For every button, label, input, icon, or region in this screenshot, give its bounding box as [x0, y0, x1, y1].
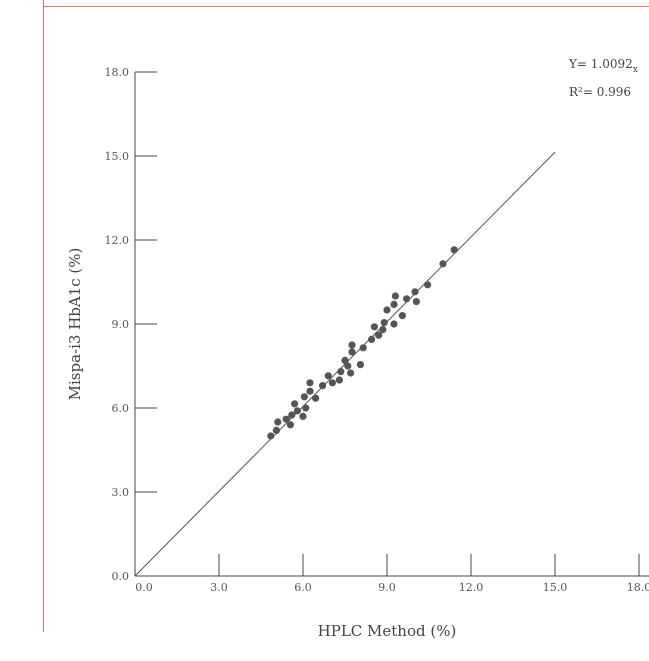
data-point	[291, 400, 299, 408]
data-point	[306, 379, 314, 387]
x-tick-label: 15.0	[543, 581, 568, 594]
data-point	[337, 368, 345, 376]
data-point	[347, 369, 355, 377]
data-point	[335, 376, 343, 384]
data-point	[383, 306, 391, 314]
data-point	[379, 326, 387, 334]
y-tick-label: 9.0	[112, 318, 130, 331]
data-point	[348, 348, 356, 356]
data-point	[282, 415, 290, 423]
data-point	[375, 331, 383, 339]
data-point	[302, 404, 310, 412]
y-tick-label: 6.0	[112, 402, 130, 415]
x-tick-label: 12.0	[459, 581, 484, 594]
data-point	[312, 394, 320, 402]
data-point	[341, 356, 349, 364]
x-axis-title: HPLC Method (%)	[318, 622, 457, 640]
data-point	[293, 407, 301, 415]
x-tick-label: 9.0	[378, 581, 396, 594]
x-tick-label: 6.0	[294, 581, 312, 594]
x-tick-label: 3.0	[210, 581, 228, 594]
data-point	[319, 382, 327, 390]
equation-subscript: x	[633, 65, 638, 75]
data-point	[286, 421, 294, 429]
data-point	[356, 361, 364, 369]
y-tick-label: 18.0	[105, 66, 130, 79]
data-point	[274, 418, 282, 426]
data-point	[299, 412, 307, 420]
y-axis-title: Mispa-i3 HbA1c (%)	[66, 248, 84, 401]
data-point	[424, 281, 432, 289]
frame-border-top	[43, 6, 649, 7]
y-tick-label: 3.0	[112, 486, 130, 499]
data-point	[306, 387, 314, 395]
data-point	[288, 411, 296, 419]
x-tick-label: 0.0	[135, 581, 153, 594]
data-point	[403, 295, 411, 303]
data-point	[267, 432, 275, 440]
data-point	[412, 298, 420, 306]
y-tick-label: 12.0	[105, 234, 130, 247]
data-point	[450, 246, 458, 254]
data-point	[411, 288, 419, 296]
y-axis-ticks: 0.0 3.0 6.0 9.0 12.0 15.0 18.0	[105, 66, 157, 583]
x-axis-ticks: 0.0 3.0 6.0 9.0 12.0 15.0 18.0	[135, 554, 649, 594]
data-point	[359, 344, 367, 352]
data-point	[368, 335, 376, 343]
data-point	[380, 319, 388, 327]
equation-text: Y= 1.0092	[568, 57, 633, 71]
data-point	[348, 341, 356, 349]
data-point	[328, 379, 336, 387]
data-points	[267, 246, 458, 440]
data-point	[272, 426, 280, 434]
y-tick-label: 0.0	[112, 570, 130, 583]
data-point	[370, 323, 378, 331]
frame-border-left	[43, 0, 44, 632]
r-squared-text: R²= 0.996	[569, 85, 631, 99]
data-point	[439, 260, 447, 268]
data-point	[391, 292, 399, 300]
data-point	[390, 300, 398, 308]
y-tick-label: 15.0	[105, 150, 130, 163]
data-point	[324, 372, 332, 380]
data-point	[390, 320, 398, 328]
data-point	[344, 362, 352, 370]
x-tick-label: 18.0	[627, 581, 649, 594]
regression-equation: Y= 1.0092x	[568, 57, 638, 75]
data-point	[398, 312, 406, 320]
data-point	[300, 393, 308, 401]
